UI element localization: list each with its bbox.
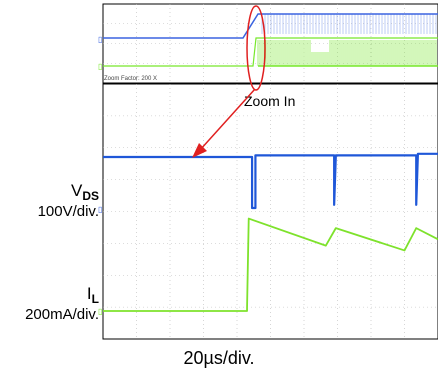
il-ground-marker-zoom: ▯: [98, 307, 102, 316]
il-scale-label: 200mA/div.: [25, 306, 99, 323]
il-channel-label: IL 200mA/div.: [0, 284, 99, 323]
vds-trace: [103, 152, 438, 210]
vds-channel-label: VDS 100V/div.: [0, 181, 99, 220]
zoom-ellipse: [246, 5, 266, 91]
il-trace: [103, 217, 438, 312]
zoom-arrow-line: [199, 88, 256, 151]
x-axis-label: 20µs/div.: [183, 348, 255, 368]
overview-il-trace: [103, 37, 438, 67]
vds-scale-label: 100V/div.: [37, 203, 99, 220]
il-ground-marker-overview: ▯: [98, 62, 102, 71]
vds-ground-marker-zoom: ▯: [98, 205, 102, 214]
zoom-traces: [103, 152, 438, 312]
zoom-in-annotation: Zoom In: [244, 93, 295, 109]
zoom-arrow-head: [192, 143, 207, 158]
zoom-grid: [103, 84, 438, 339]
overview-traces: [103, 13, 438, 67]
overview-vds-trace: [103, 13, 438, 39]
zoom-factor-text: Zoom Factor: 200 X: [104, 76, 157, 82]
vds-ground-marker: ▯: [98, 35, 102, 44]
